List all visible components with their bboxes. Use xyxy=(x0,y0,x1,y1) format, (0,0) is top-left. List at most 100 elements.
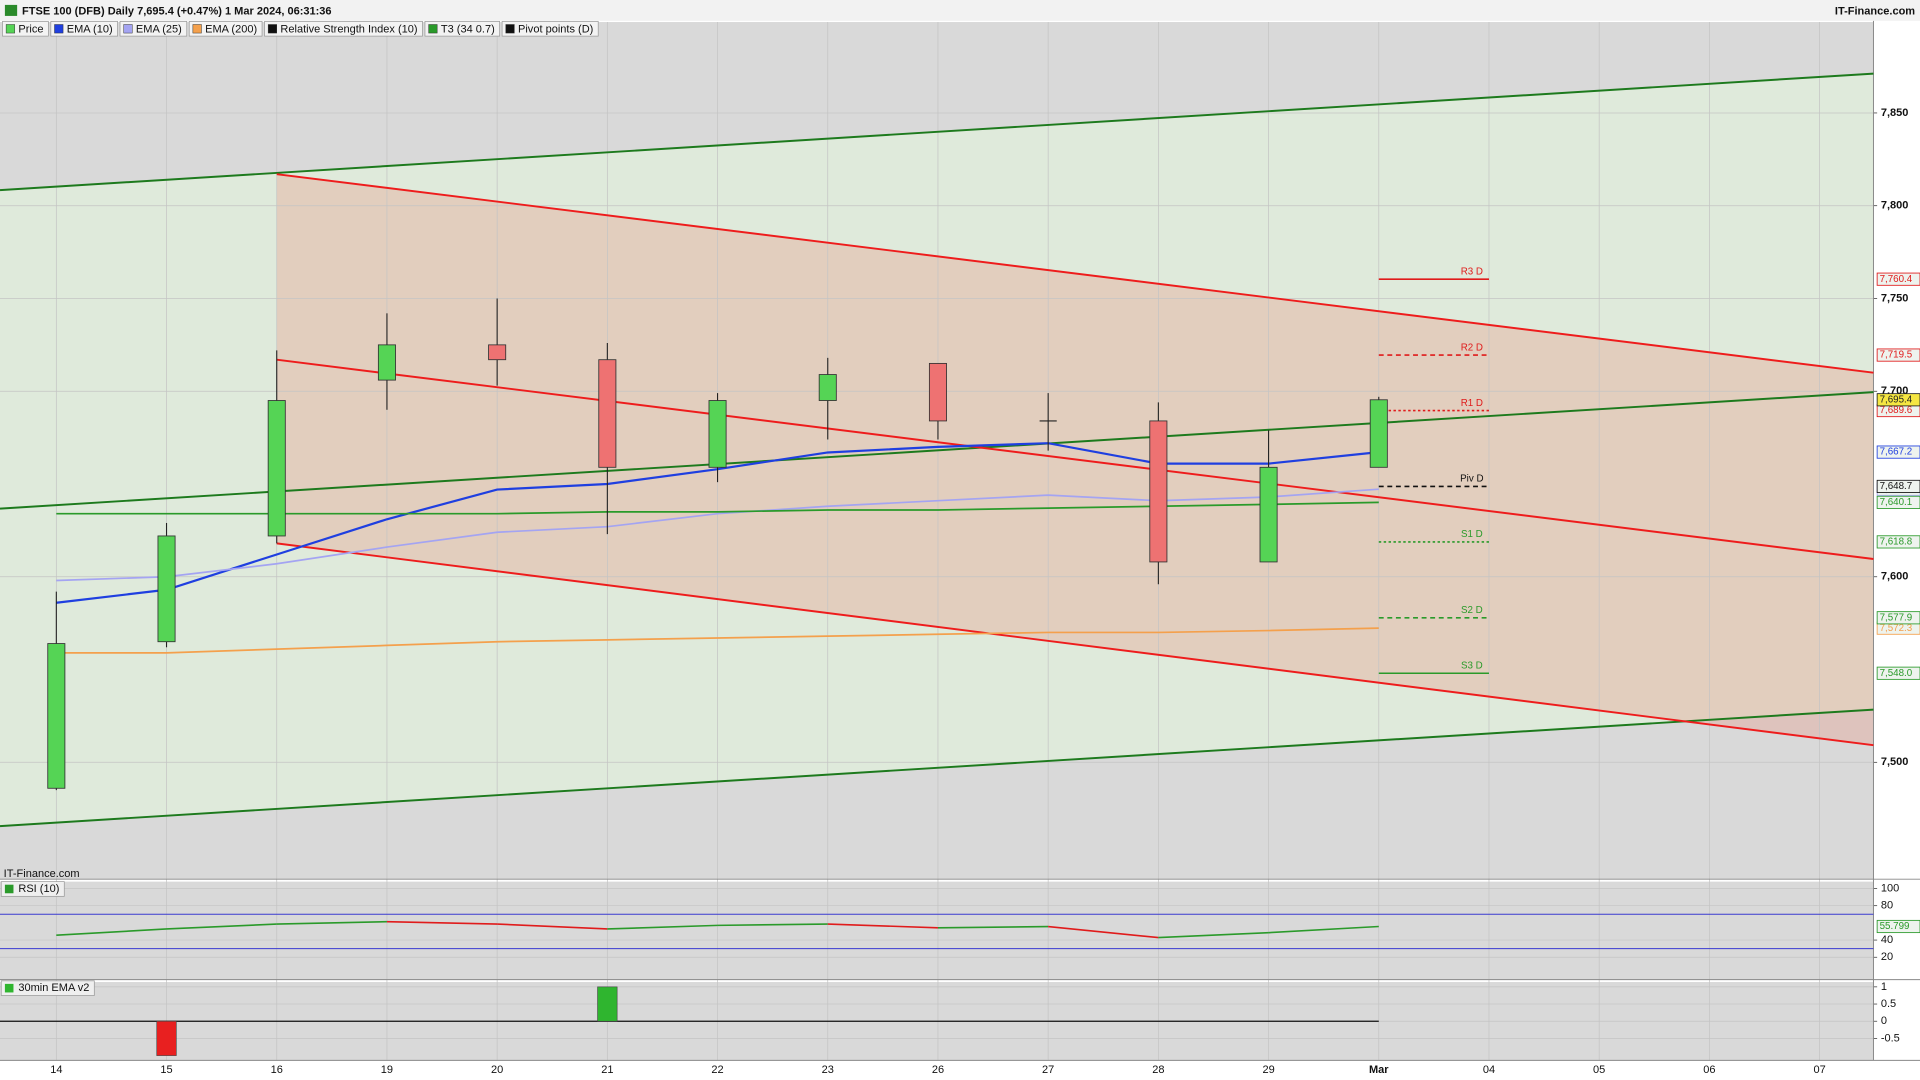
y-tick-label: 7,500 xyxy=(1881,756,1909,768)
x-tick-label: 05 xyxy=(1593,1064,1605,1076)
legend-label: EMA (200) xyxy=(205,23,257,35)
candle-body xyxy=(928,362,947,422)
price-label-box xyxy=(1876,666,1920,680)
legend-swatch xyxy=(505,24,515,34)
title-bar xyxy=(0,0,1920,21)
price-label-box xyxy=(1876,479,1920,493)
panel-title-box xyxy=(0,980,95,996)
price-label: 7,618.8 xyxy=(1880,536,1913,547)
rsi-segment xyxy=(937,925,1049,929)
legend-swatch xyxy=(123,24,133,34)
channel-line xyxy=(276,358,1874,560)
rsi-segment xyxy=(497,923,608,930)
legend-swatch xyxy=(192,24,202,34)
legend-item[interactable] xyxy=(50,21,118,37)
price-label-box xyxy=(1876,272,1920,286)
x-tick-label: 26 xyxy=(932,1064,944,1076)
x-tick-label: 21 xyxy=(601,1064,613,1076)
title-icon xyxy=(4,4,18,16)
panel-background xyxy=(0,881,1874,980)
rsi-segment xyxy=(166,923,277,930)
price-label-box xyxy=(1876,495,1920,509)
legend-swatch xyxy=(267,24,277,34)
rsi-segment xyxy=(1048,925,1159,939)
candle-body xyxy=(818,374,837,401)
x-tick-label: 16 xyxy=(271,1064,283,1076)
price-label-box xyxy=(1876,348,1920,362)
legend-label: EMA (25) xyxy=(136,23,182,35)
indicator-line xyxy=(56,627,1379,654)
x-tick-label: 28 xyxy=(1152,1064,1164,1076)
candle-body xyxy=(47,643,66,789)
candle-body xyxy=(1149,420,1168,563)
price-label-box xyxy=(1876,919,1920,934)
price-label: 7,577.9 xyxy=(1880,612,1913,623)
x-tick-label: 14 xyxy=(50,1064,62,1076)
y-tick-label: 7,800 xyxy=(1881,200,1909,212)
legend-label: EMA (10) xyxy=(67,23,113,35)
x-tick-label: Mar xyxy=(1369,1064,1389,1076)
candle-body xyxy=(1369,399,1388,468)
x-tick-label: 04 xyxy=(1483,1064,1495,1076)
rsi-segment xyxy=(386,920,498,925)
candle-body xyxy=(377,344,396,381)
price-label: 7,695.4 xyxy=(1880,394,1913,405)
price-label-box xyxy=(1876,393,1920,407)
panel-title-icon xyxy=(4,884,14,894)
x-tick-label: 29 xyxy=(1262,1064,1274,1076)
price-label: 7,719.5 xyxy=(1880,350,1913,361)
rsi-segment xyxy=(717,923,828,927)
channel-line xyxy=(0,708,1874,828)
legend-item[interactable] xyxy=(424,21,501,37)
price-label: 7,648.7 xyxy=(1880,481,1913,492)
y-tick-label: 7,600 xyxy=(1881,571,1909,583)
candle-body xyxy=(1259,466,1278,563)
pivot-label: R3 D xyxy=(1461,266,1483,277)
x-tick-label: 07 xyxy=(1813,1064,1825,1076)
channel-line xyxy=(0,391,1874,510)
y-tick-label: 0.5 xyxy=(1881,998,1896,1010)
source: IT-Finance.com xyxy=(1835,6,1915,18)
x-tick-label: 19 xyxy=(381,1064,393,1076)
y-tick-label: 20 xyxy=(1881,951,1893,963)
y-tick-label: 7,850 xyxy=(1881,107,1909,119)
legend-item[interactable] xyxy=(264,21,423,37)
candle-body xyxy=(157,535,176,643)
y-tick-label: -0.5 xyxy=(1881,1032,1900,1044)
x-tick-label: 27 xyxy=(1042,1064,1054,1076)
candle-body xyxy=(598,359,617,468)
price-label: 7,548.0 xyxy=(1880,668,1913,679)
x-tick-label: 22 xyxy=(711,1064,723,1076)
legend-label: Price xyxy=(18,23,43,35)
price-label: 7,572.3 xyxy=(1880,623,1913,634)
legend-label: T3 (34 0.7) xyxy=(441,23,495,35)
panel-title-box xyxy=(0,881,65,897)
pivot-label: R2 D xyxy=(1461,342,1483,353)
pivot-label: R1 D xyxy=(1461,398,1483,409)
rsi-segment xyxy=(56,928,167,936)
legend-item[interactable] xyxy=(188,21,263,37)
candle-body xyxy=(488,344,507,361)
chart-title: FTSE 100 (DFB) Daily 7,695.4 (+0.47%) 1 … xyxy=(22,6,332,18)
legend-item[interactable] xyxy=(119,21,188,37)
y-tick-label: 100 xyxy=(1881,882,1899,894)
channel-line xyxy=(0,72,1874,192)
x-tick-label: 06 xyxy=(1703,1064,1715,1076)
rsi-segment xyxy=(1158,931,1269,939)
channel-line xyxy=(276,542,1874,747)
price-label: 7,667.2 xyxy=(1880,447,1913,458)
pivot-label: Piv D xyxy=(1460,474,1483,485)
candle-body xyxy=(708,400,727,468)
y-tick-label: 0 xyxy=(1881,1015,1887,1027)
pivot-label: S2 D xyxy=(1461,605,1483,616)
panel-title-icon xyxy=(4,983,14,993)
pivot-label: S1 D xyxy=(1461,529,1483,540)
price-label-box xyxy=(1876,611,1920,625)
legend-item[interactable] xyxy=(501,21,599,37)
price-label: 7,760.4 xyxy=(1880,274,1913,285)
y-tick-label: 1 xyxy=(1881,981,1887,993)
channel-line xyxy=(276,173,1874,374)
price-label-box xyxy=(1876,445,1920,459)
